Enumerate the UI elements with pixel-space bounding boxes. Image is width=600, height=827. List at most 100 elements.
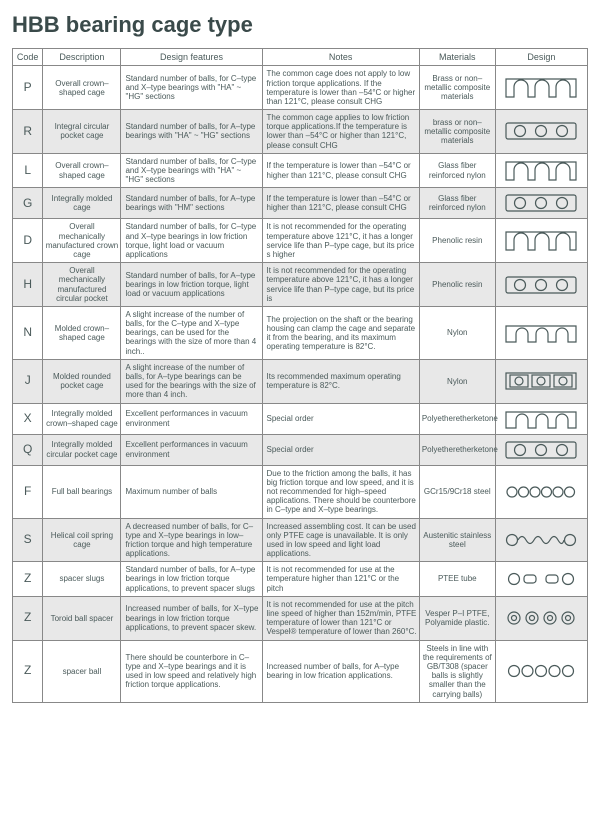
table-row: JMolded rounded pocket cageA slight incr… [13,359,588,403]
cell-notes: Increased assembling cost. It can be use… [262,518,419,562]
cell-design [495,110,587,154]
header-features: Design features [121,49,262,66]
cell-design [495,403,587,434]
cell-materials: Austenitic stainless steel [419,518,495,562]
header-description: Description [43,49,121,66]
cell-description: Molded crown–shaped cage [43,306,121,359]
cell-features: Excellent performances in vacuum environ… [121,434,262,465]
cell-description: Molded rounded pocket cage [43,359,121,403]
header-code: Code [13,49,43,66]
cell-materials: Nylon [419,359,495,403]
cell-code: N [13,306,43,359]
cell-notes: The common cage applies to low friction … [262,110,419,154]
cell-features: Standard number of balls, for A–type bea… [121,110,262,154]
cell-features: Standard number of balls, for C–type and… [121,66,262,110]
cell-features: Excellent performances in vacuum environ… [121,403,262,434]
cell-features: Standard number of balls, for A–type bea… [121,562,262,597]
cell-notes: The projection on the shaft or the beari… [262,306,419,359]
cell-code: J [13,359,43,403]
cell-code: H [13,263,43,307]
cell-design [495,306,587,359]
cell-notes: It is not recommended for use at the tem… [262,562,419,597]
cell-notes: Its recommended maximum operating temper… [262,359,419,403]
cell-description: Full ball bearings [43,465,121,518]
cell-design [495,359,587,403]
table-header-row: Code Description Design features Notes M… [13,49,588,66]
cell-notes: If the temperature is lower than –54°C o… [262,153,419,188]
cell-features: Standard number of balls, for C–type and… [121,153,262,188]
table-row: FFull ball bearingsMaximum number of bal… [13,465,588,518]
cell-features: A decreased number of balls, for C–type … [121,518,262,562]
cell-design [495,153,587,188]
header-design: Design [495,49,587,66]
cell-notes: It is not recommended for the operating … [262,263,419,307]
cell-features: Standard number of balls, for A–type bea… [121,188,262,219]
table-row: NMolded crown–shaped cageA slight increa… [13,306,588,359]
cell-materials: Glass fiber reinforced nylon [419,153,495,188]
cell-notes: Special order [262,434,419,465]
cell-notes: It is not recommended for the operating … [262,219,419,263]
table-row: Zspacer slugsStandard number of balls, f… [13,562,588,597]
cell-design [495,219,587,263]
cell-materials: brass or non–metallic composite material… [419,110,495,154]
cell-materials: Vesper P–I PTFE, Polyamide plastic. [419,596,495,640]
cell-code: Z [13,596,43,640]
cell-notes: Due to the friction among the balls, it … [262,465,419,518]
cell-materials: Phenolic resin [419,263,495,307]
cell-design [495,434,587,465]
cell-description: Integrally molded crown–shaped cage [43,403,121,434]
cell-code: X [13,403,43,434]
table-row: SHelical coil spring cageA decreased num… [13,518,588,562]
cell-code: S [13,518,43,562]
table-row: Zspacer ballThere should be counterbore … [13,640,588,702]
cell-features: Maximum number of balls [121,465,262,518]
table-row: GIntegrally molded cageStandard number o… [13,188,588,219]
cell-notes: If the temperature is lower than –54°C o… [262,188,419,219]
table-row: QIntegrally molded circular pocket cageE… [13,434,588,465]
cell-design [495,66,587,110]
cell-description: spacer ball [43,640,121,702]
table-row: HOverall mechanically manufactured circu… [13,263,588,307]
cell-materials: Phenolic resin [419,219,495,263]
header-materials: Materials [419,49,495,66]
table-row: XIntegrally molded crown–shaped cageExce… [13,403,588,434]
table-row: ZToroid ball spacerIncreased number of b… [13,596,588,640]
cell-code: P [13,66,43,110]
cell-notes: Special order [262,403,419,434]
table-row: POverall crown–shaped cageStandard numbe… [13,66,588,110]
cell-materials: Polyetheretherketone [419,403,495,434]
cell-notes: Increased number of balls, for A–type be… [262,640,419,702]
cell-materials: Nylon [419,306,495,359]
cell-description: Integral circular pocket cage [43,110,121,154]
cell-design [495,640,587,702]
cell-features: Standard number of balls, for A–type bea… [121,263,262,307]
cell-description: Overall crown–shaped cage [43,66,121,110]
cell-design [495,596,587,640]
cell-notes: The common cage does not apply to low fr… [262,66,419,110]
cell-code: R [13,110,43,154]
cell-code: D [13,219,43,263]
cell-features: Increased number of balls, for X–type be… [121,596,262,640]
cell-materials: GCr15/9Cr18 steel [419,465,495,518]
cell-code: F [13,465,43,518]
cell-features: A slight increase of the number of balls… [121,359,262,403]
cell-design [495,465,587,518]
cell-description: Integrally molded cage [43,188,121,219]
cell-description: Overall mechanically manufactured crown … [43,219,121,263]
cell-description: spacer slugs [43,562,121,597]
table-row: RIntegral circular pocket cageStandard n… [13,110,588,154]
page-title: HBB bearing cage type [12,12,588,38]
cell-code: L [13,153,43,188]
cell-materials: Steels in line with the requirements of … [419,640,495,702]
cell-code: Z [13,640,43,702]
cell-description: Overall crown–shaped cage [43,153,121,188]
cell-design [495,518,587,562]
cell-code: Z [13,562,43,597]
cell-code: Q [13,434,43,465]
cell-features: Standard number of balls, for C–type and… [121,219,262,263]
cell-features: There should be counterbore in C–type an… [121,640,262,702]
cell-materials: PTEE tube [419,562,495,597]
cell-materials: Glass fiber reinforced nylon [419,188,495,219]
cell-design [495,188,587,219]
cell-description: Toroid ball spacer [43,596,121,640]
